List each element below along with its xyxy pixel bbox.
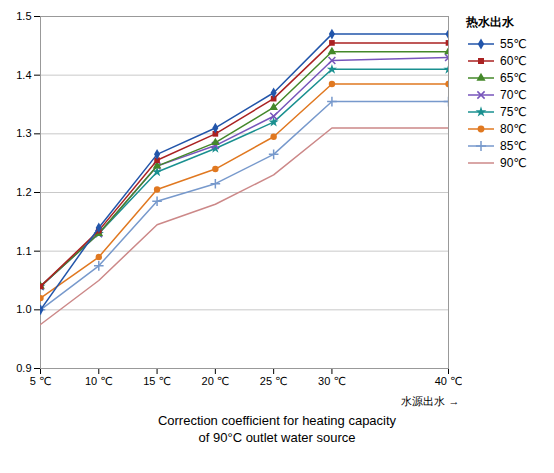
svg-text:0.9: 0.9 bbox=[16, 362, 31, 374]
svg-text:1.3: 1.3 bbox=[16, 127, 31, 139]
svg-text:10 ℃: 10 ℃ bbox=[85, 375, 113, 387]
html-text:75℃: 75℃ bbox=[500, 104, 527, 119]
svg-text:1.1: 1.1 bbox=[16, 245, 31, 257]
svg-text:25 ℃: 25 ℃ bbox=[260, 375, 288, 387]
svg-text:1.5: 1.5 bbox=[16, 10, 31, 22]
svg-text:1.4: 1.4 bbox=[16, 69, 31, 81]
html-text:90℃: 90℃ bbox=[500, 155, 527, 170]
svg-text:1.0: 1.0 bbox=[16, 303, 31, 315]
svg-text:1.2: 1.2 bbox=[16, 186, 31, 198]
html-text:80℃: 80℃ bbox=[500, 121, 527, 136]
svg-text:40 ℃: 40 ℃ bbox=[435, 375, 462, 387]
html-text:of 90°C outlet water source: of 90°C outlet water source bbox=[198, 430, 356, 445]
html-text:65℃: 65℃ bbox=[500, 70, 527, 85]
html-text:Correction coefficient for hea: Correction coefficient for heating capac… bbox=[157, 413, 397, 428]
html-text:70℃: 70℃ bbox=[500, 87, 527, 102]
html-text:60℃: 60℃ bbox=[500, 53, 527, 68]
svg-text:20 ℃: 20 ℃ bbox=[202, 375, 230, 387]
html-text:55℃: 55℃ bbox=[500, 36, 527, 51]
html-text:85℃: 85℃ bbox=[500, 138, 527, 153]
svg-text:15 ℃: 15 ℃ bbox=[143, 375, 171, 387]
svg-text:水源出水 →: 水源出水 → bbox=[401, 395, 459, 407]
svg-text:5 ℃: 5 ℃ bbox=[30, 375, 52, 387]
html-text:热水出水: 热水出水 bbox=[466, 15, 514, 29]
svg-text:30 ℃: 30 ℃ bbox=[318, 375, 346, 387]
